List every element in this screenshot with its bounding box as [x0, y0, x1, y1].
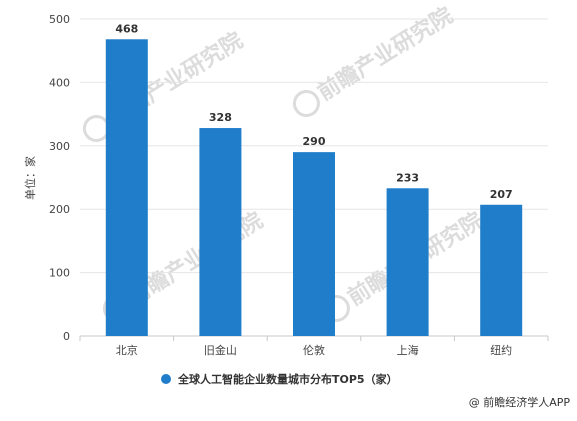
labels-layer: 468 北京 328 旧金山 290 伦敦 233 上海 207 纽约 [115, 22, 512, 357]
source-credit: @ 前瞻经济学人APP [469, 395, 571, 409]
watermark-icon [292, 89, 320, 117]
x-tick-label: 北京 [116, 343, 138, 357]
legend-label: 全球人工智能企业数量城市分布TOP5（家） [177, 372, 398, 386]
legend-marker [161, 374, 171, 384]
x-tick-label: 旧金山 [204, 343, 237, 357]
x-tick-label: 伦敦 [303, 343, 325, 357]
y-tick-label: 0 [63, 330, 70, 343]
bar [480, 204, 523, 336]
watermark-text: 前瞻产业研究院 [313, 2, 457, 106]
y-tick-label: 400 [49, 76, 70, 89]
bars-layer [105, 39, 523, 337]
watermark-logo: 前瞻产业研究院 [292, 2, 458, 117]
data-label: 207 [490, 188, 513, 201]
bar [293, 152, 335, 336]
data-label: 468 [115, 22, 138, 35]
x-tick-label: 纽约 [490, 343, 512, 357]
data-label: 233 [396, 171, 419, 184]
y-axis-title: 单位：家 [23, 156, 37, 200]
data-label: 290 [303, 135, 326, 148]
y-tick-label: 300 [49, 140, 70, 153]
bar [199, 128, 242, 336]
bar [386, 188, 429, 336]
x-tick-label: 上海 [397, 343, 419, 357]
y-tick-label: 200 [49, 203, 70, 216]
legend: 全球人工智能企业数量城市分布TOP5（家） [161, 372, 398, 386]
y-tick-label: 100 [49, 267, 70, 280]
axis-layer: 0 100 200 300 400 500 [49, 13, 549, 343]
bar [105, 39, 148, 337]
data-label: 328 [209, 111, 232, 124]
y-tick-label: 500 [49, 13, 70, 26]
